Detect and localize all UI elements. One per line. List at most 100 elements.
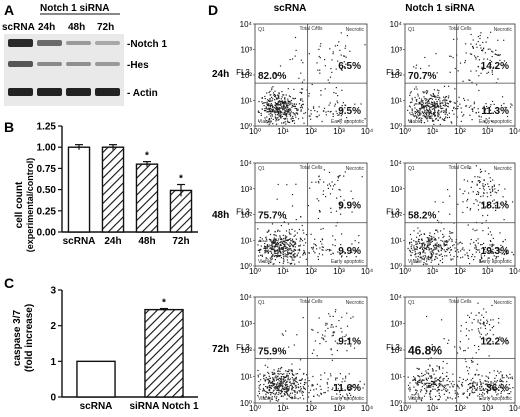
flow-event-dot <box>300 379 302 381</box>
flow-event-dot <box>433 108 435 110</box>
flow-event-dot <box>419 230 421 232</box>
flow-event-dot <box>293 379 295 381</box>
flow-event-dot <box>429 109 431 111</box>
flow-event-dot <box>272 255 274 257</box>
flow-event-dot <box>416 88 418 90</box>
y-tick-label: 10² <box>240 346 252 355</box>
flow-event-dot <box>438 380 441 382</box>
flow-event-dot <box>289 115 291 117</box>
flow-event-dot <box>473 55 476 57</box>
flow-event-dot <box>421 100 423 102</box>
flow-event-dot <box>455 108 457 110</box>
flow-event-dot <box>291 120 293 122</box>
flow-event-dot <box>260 248 262 250</box>
flow-event-dot <box>465 105 467 107</box>
flow-event-dot <box>506 396 508 398</box>
flow-event-dot <box>263 390 266 392</box>
flow-event-dot <box>489 191 492 193</box>
flow-event-dot <box>443 110 445 112</box>
flow-event-dot <box>275 397 277 400</box>
flow-event-dot <box>310 247 313 249</box>
flow-event-dot <box>272 380 274 382</box>
flow-event-dot <box>276 110 279 112</box>
flow-event-dot <box>501 96 504 98</box>
flow-event-dot <box>336 197 338 199</box>
flow-event-dot <box>340 32 342 34</box>
flow-event-dot <box>293 374 295 376</box>
flow-event-dot <box>425 382 427 384</box>
flow-event-dot <box>311 181 313 183</box>
x-tick-label: 10² <box>305 127 317 136</box>
flow-event-dot <box>276 123 278 125</box>
flow-event-dot <box>265 246 267 248</box>
flow-event-dot <box>478 312 480 314</box>
flow-event-dot <box>341 388 343 390</box>
flow-event-dot <box>427 100 429 102</box>
flow-event-dot <box>286 389 288 391</box>
flow-event-dot <box>296 255 298 257</box>
flow-event-dot <box>486 192 488 194</box>
flow-event-dot <box>429 248 431 250</box>
flow-event-dot <box>419 379 421 382</box>
flow-event-dot <box>473 241 475 244</box>
x-tick-label: 10⁰ <box>399 404 411 413</box>
early-apoptotic-percent: 19.3% <box>481 246 509 257</box>
flow-event-dot <box>268 397 270 399</box>
flow-event-dot <box>294 105 296 107</box>
flow-event-dot <box>485 375 487 377</box>
flow-event-dot <box>262 396 264 398</box>
quadrant-name: Q1 <box>258 300 265 306</box>
flow-event-dot <box>330 349 332 351</box>
flow-event-dot <box>268 396 270 398</box>
flow-event-dot <box>294 105 296 107</box>
flow-event-dot <box>332 326 334 328</box>
quadrant-name: Early apoptotic <box>479 119 513 125</box>
y-tick-label: 10⁴ <box>240 20 253 29</box>
flow-event-dot <box>289 100 291 102</box>
flow-event-dot <box>257 369 259 372</box>
flow-event-dot <box>453 38 455 40</box>
flow-event-dot <box>327 184 329 186</box>
flow-event-dot <box>466 378 468 380</box>
y-tick-label: 10² <box>390 211 402 220</box>
flow-event-dot <box>429 393 431 395</box>
flow-event-dot <box>427 245 429 247</box>
flow-event-dot <box>276 97 278 99</box>
flow-event-dot <box>460 107 462 109</box>
flow-event-dot <box>276 114 278 116</box>
flow-event-dot <box>297 109 299 112</box>
category-label: 72h <box>172 236 189 247</box>
flow-event-dot <box>454 397 457 399</box>
flow-event-dot <box>275 239 277 242</box>
flow-event-dot <box>274 95 276 97</box>
flow-event-dot <box>459 376 461 379</box>
flow-event-dot <box>489 231 491 233</box>
flow-event-dot <box>288 379 290 381</box>
flow-event-dot <box>301 81 304 83</box>
flow-event-dot <box>258 240 260 242</box>
flow-event-dot <box>492 251 494 253</box>
flow-event-dot <box>472 39 474 41</box>
flow-event-dot <box>443 235 445 237</box>
flow-event-dot <box>272 118 274 120</box>
flow-event-dot <box>267 100 269 102</box>
flow-event-dot <box>270 104 272 106</box>
flow-event-dot <box>271 223 274 225</box>
flow-event-dot <box>490 104 492 106</box>
x-tick-label: 10¹ <box>427 267 439 276</box>
flow-event-dot <box>258 392 261 395</box>
flow-event-dot <box>462 392 464 394</box>
flow-event-dot <box>497 54 499 56</box>
flow-event-dot <box>283 221 285 223</box>
flow-event-dot <box>416 109 418 111</box>
flow-event-dot <box>423 384 425 386</box>
flow-event-dot <box>268 113 270 115</box>
flow-event-dot <box>285 101 287 103</box>
flow-event-dot <box>426 258 428 260</box>
flow-event-dot <box>268 230 270 232</box>
flow-event-dot <box>499 249 501 251</box>
flow-event-dot <box>468 316 471 318</box>
flow-event-dot <box>494 251 496 254</box>
blot-band <box>95 62 120 66</box>
flow-event-dot <box>418 241 420 243</box>
